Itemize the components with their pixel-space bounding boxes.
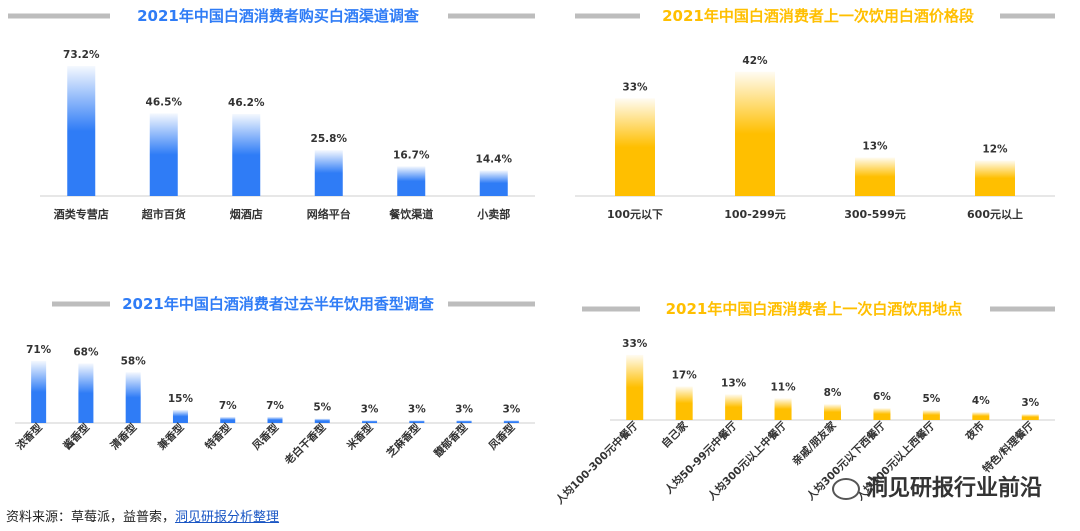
data-label: 3% <box>408 403 426 415</box>
tick-label: 芝麻香型 <box>384 421 423 460</box>
bar <box>774 398 792 420</box>
bar <box>479 170 508 196</box>
tick-label: 300-599元 <box>844 208 906 221</box>
bar <box>975 160 1015 196</box>
data-label: 11% <box>770 381 796 393</box>
data-label: 73.2% <box>63 49 100 61</box>
bar <box>456 420 472 423</box>
data-label: 71% <box>26 344 52 356</box>
data-label: 3% <box>455 403 473 415</box>
data-label: 14.4% <box>476 153 513 165</box>
tick-label: 老白干香型 <box>281 421 328 468</box>
tick-label: 浓香型 <box>13 421 45 453</box>
tick-label: 亲戚/朋友家 <box>790 419 839 468</box>
data-label: 13% <box>862 141 888 153</box>
data-label: 7% <box>266 400 284 412</box>
bar <box>615 98 655 196</box>
tick-label: 酒类专营店 <box>54 207 109 221</box>
bar <box>725 394 743 420</box>
bar <box>1021 414 1039 420</box>
tick-label: 凤香型 <box>486 421 518 453</box>
bar <box>232 113 261 196</box>
bar <box>362 420 378 423</box>
data-label: 16.7% <box>393 149 430 161</box>
data-label: 8% <box>824 387 842 399</box>
bar <box>873 408 891 420</box>
data-label: 7% <box>219 400 237 412</box>
bar <box>735 71 775 196</box>
bar <box>31 360 47 423</box>
bar <box>855 157 895 196</box>
tick-label: 馥郁香型 <box>431 421 470 460</box>
data-label: 42% <box>742 55 768 67</box>
brand-text: 洞见研报行业前沿 <box>865 476 1042 501</box>
data-label: 5% <box>922 393 940 405</box>
tick-label: 米香型 <box>343 421 376 454</box>
data-label: 5% <box>313 402 331 414</box>
data-label: 4% <box>972 395 990 407</box>
tick-label: 网络平台 <box>307 207 351 221</box>
bar <box>626 354 644 420</box>
tick-label: 人均100-300元中餐厅 <box>553 419 641 507</box>
tick-label: 600元以上 <box>967 207 1023 221</box>
tick-label: 餐饮渠道 <box>388 207 433 221</box>
brand-watermark: 洞见研报行业前沿 <box>831 470 1042 502</box>
bar <box>220 416 236 423</box>
data-label: 46.2% <box>228 97 265 109</box>
bar <box>503 420 519 423</box>
chart-title: 2021年中国白酒消费者上一次饮用白酒价格段 <box>662 7 974 25</box>
tick-label: 夜市 <box>962 419 987 444</box>
data-label: 15% <box>168 393 194 405</box>
bar <box>125 372 141 423</box>
tick-label: 人均300元以上中餐厅 <box>705 419 789 503</box>
bar <box>824 404 841 420</box>
bar <box>267 416 283 423</box>
data-label: 13% <box>721 377 747 389</box>
data-label: 3% <box>1021 397 1039 409</box>
tick-label: 特香型 <box>202 421 234 453</box>
bar <box>149 113 178 196</box>
tick-label: 清香型 <box>108 421 140 453</box>
source-prefix: 资料来源：草莓派，益普索， <box>6 510 176 525</box>
data-label: 12% <box>982 144 1008 156</box>
data-label: 33% <box>622 338 648 350</box>
chart-title: 2021年中国白酒消费者过去半年饮用香型调查 <box>122 295 435 313</box>
data-label: 6% <box>873 391 891 403</box>
tick-label: 100-299元 <box>724 208 786 221</box>
source-link[interactable]: 洞见研报分析整理 <box>175 510 280 525</box>
tick-label: 兼香型 <box>155 421 187 453</box>
bar <box>397 166 426 196</box>
data-label: 46.5% <box>146 96 183 108</box>
chart-title: 2021年中国白酒消费者购买白酒渠道调查 <box>137 7 420 25</box>
tick-label: 凤香型 <box>250 421 282 453</box>
bar <box>922 410 940 420</box>
bar <box>314 150 343 196</box>
bar <box>78 363 94 423</box>
data-label: 58% <box>121 355 147 367</box>
bar <box>314 418 330 423</box>
bar <box>675 386 693 420</box>
chart-title: 2021年中国白酒消费者上一次白酒饮用地点 <box>666 300 963 318</box>
tick-label: 小卖部 <box>476 207 510 221</box>
bar <box>172 409 188 423</box>
data-label: 17% <box>672 369 698 381</box>
tick-label: 特色/料理餐厅 <box>980 419 1037 476</box>
tick-label: 烟酒店 <box>230 207 263 221</box>
wechat-icon <box>831 478 860 500</box>
data-label: 68% <box>73 347 99 359</box>
data-label: 33% <box>622 81 648 93</box>
bar <box>972 412 990 420</box>
data-label: 25.8% <box>311 133 348 145</box>
tick-label: 超市百货 <box>141 207 186 221</box>
tick-label: 自己家 <box>659 419 691 451</box>
tick-label: 酱香型 <box>61 421 93 453</box>
source-note: 资料来源：草莓派，益普索，洞见研报分析整理 <box>6 506 279 525</box>
data-label: 3% <box>502 403 520 415</box>
data-label: 3% <box>361 403 379 415</box>
bar <box>409 420 425 423</box>
bar <box>67 66 96 196</box>
tick-label: 100元以下 <box>607 208 663 221</box>
